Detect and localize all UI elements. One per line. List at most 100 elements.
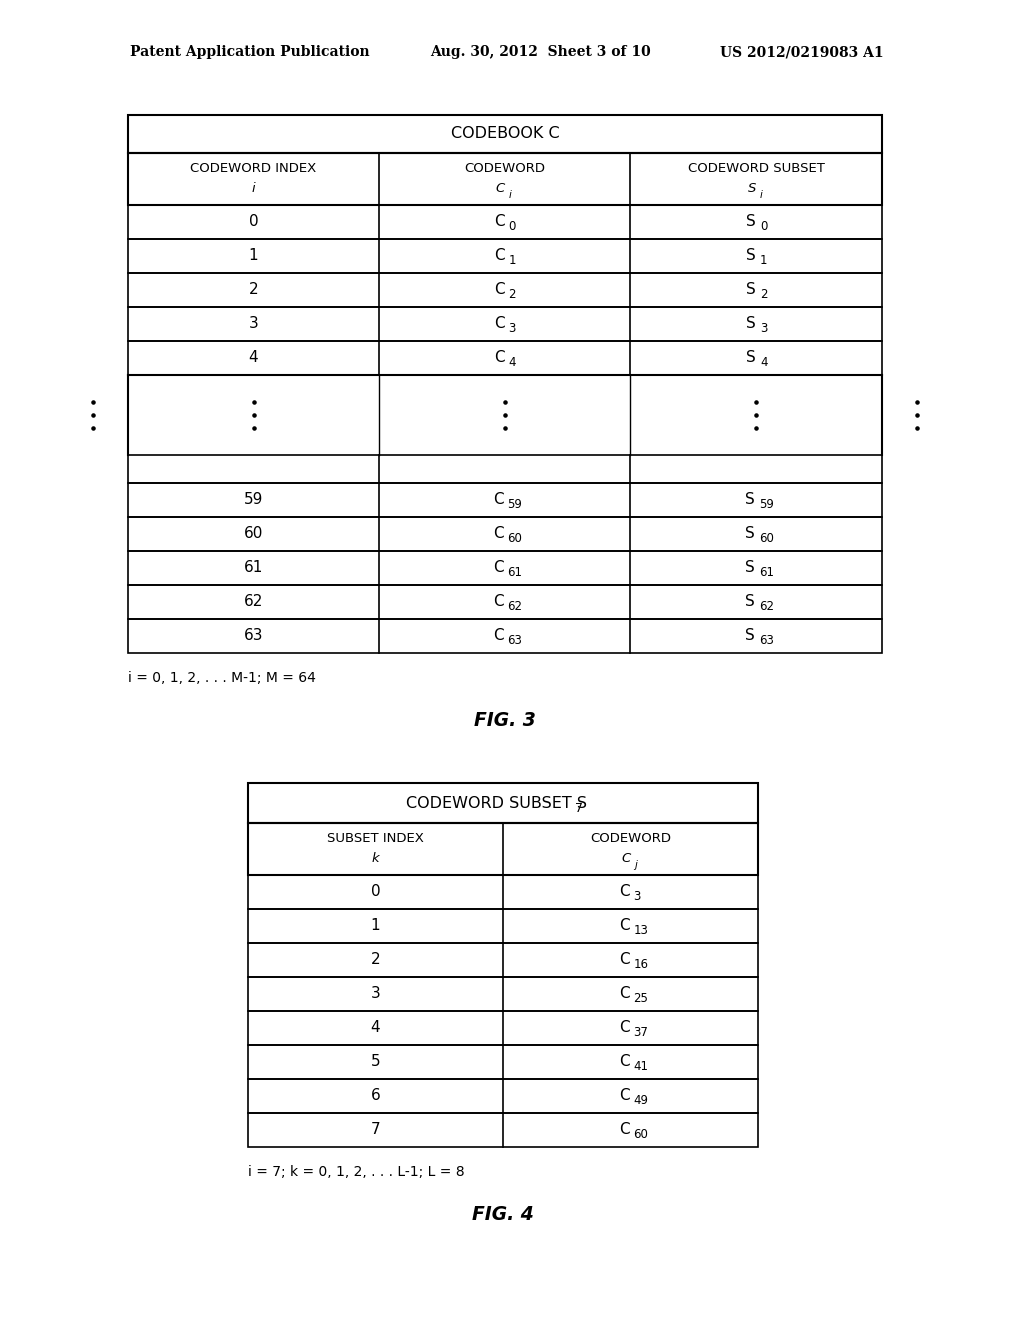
Text: C: C: [620, 1055, 630, 1069]
Bar: [128, 341, 882, 375]
Text: S: S: [748, 182, 756, 195]
Text: 7: 7: [371, 1122, 380, 1138]
Text: FIG. 4: FIG. 4: [472, 1205, 534, 1224]
Text: S: S: [746, 248, 756, 264]
Text: 63: 63: [759, 635, 774, 648]
Text: 59: 59: [759, 499, 774, 511]
Text: 3: 3: [760, 322, 767, 335]
Text: 62: 62: [759, 601, 774, 614]
Text: 4: 4: [371, 1020, 380, 1035]
Text: 1: 1: [371, 919, 380, 933]
Text: i = 7; k = 0, 1, 2, . . . L-1; L = 8: i = 7; k = 0, 1, 2, . . . L-1; L = 8: [248, 1166, 465, 1179]
Text: 6: 6: [371, 1089, 380, 1104]
Bar: [128, 619, 882, 653]
Text: C: C: [495, 214, 505, 230]
Text: CODEWORD INDEX: CODEWORD INDEX: [190, 162, 316, 176]
Text: 0: 0: [371, 884, 380, 899]
Text: C: C: [494, 594, 504, 610]
Text: 3: 3: [509, 322, 516, 335]
Bar: [248, 1113, 758, 1147]
Text: C: C: [496, 182, 505, 195]
Text: S: S: [745, 594, 755, 610]
Text: 60: 60: [634, 1129, 648, 1142]
Text: CODEWORD: CODEWORD: [590, 833, 671, 846]
Text: SUBSET INDEX: SUBSET INDEX: [327, 833, 424, 846]
Bar: [128, 517, 882, 550]
Bar: [128, 585, 882, 619]
Bar: [248, 977, 758, 1011]
Text: CODEWORD: CODEWORD: [464, 162, 545, 176]
Text: 0: 0: [760, 220, 767, 234]
Text: S: S: [746, 317, 756, 331]
Text: 63: 63: [508, 635, 522, 648]
Text: 62: 62: [508, 601, 522, 614]
Bar: [248, 822, 758, 875]
Bar: [248, 1078, 758, 1113]
Text: 3: 3: [371, 986, 380, 1002]
Bar: [128, 308, 882, 341]
Text: S: S: [745, 628, 755, 644]
Text: 41: 41: [634, 1060, 648, 1073]
Text: 61: 61: [759, 566, 774, 579]
Text: 37: 37: [634, 1027, 648, 1040]
Text: 63: 63: [244, 628, 263, 644]
Text: S: S: [745, 527, 755, 541]
Text: i: i: [252, 182, 255, 195]
Text: Aug. 30, 2012  Sheet 3 of 10: Aug. 30, 2012 Sheet 3 of 10: [430, 45, 650, 59]
Text: 60: 60: [759, 532, 774, 545]
Text: C: C: [622, 853, 631, 866]
Text: C: C: [495, 282, 505, 297]
Text: C: C: [620, 1089, 630, 1104]
Text: 7: 7: [575, 801, 583, 814]
Bar: [128, 455, 882, 483]
Text: k: k: [372, 853, 379, 866]
Bar: [128, 153, 882, 205]
Text: S: S: [746, 282, 756, 297]
Text: 25: 25: [634, 993, 648, 1006]
Bar: [128, 273, 882, 308]
Text: 2: 2: [760, 289, 768, 301]
Text: 59: 59: [508, 499, 522, 511]
Text: 1: 1: [760, 255, 768, 268]
Text: 60: 60: [244, 527, 263, 541]
Bar: [248, 875, 758, 909]
Text: i = 0, 1, 2, . . . M-1; M = 64: i = 0, 1, 2, . . . M-1; M = 64: [128, 671, 315, 685]
Text: C: C: [620, 1122, 630, 1138]
Bar: [128, 550, 882, 585]
Text: 2: 2: [249, 282, 258, 297]
Bar: [128, 483, 882, 517]
Text: 61: 61: [508, 566, 522, 579]
Bar: [128, 115, 882, 153]
Text: S: S: [745, 561, 755, 576]
Text: US 2012/0219083 A1: US 2012/0219083 A1: [720, 45, 884, 59]
Text: 59: 59: [244, 492, 263, 507]
Text: 2: 2: [509, 289, 516, 301]
Text: C: C: [494, 527, 504, 541]
Text: 4: 4: [760, 356, 768, 370]
Text: Patent Application Publication: Patent Application Publication: [130, 45, 370, 59]
Text: 61: 61: [244, 561, 263, 576]
Bar: [248, 783, 758, 822]
Text: C: C: [620, 953, 630, 968]
Text: 60: 60: [508, 532, 522, 545]
Text: 16: 16: [634, 958, 648, 972]
Text: C: C: [494, 628, 504, 644]
Bar: [128, 205, 882, 239]
Text: 49: 49: [634, 1094, 648, 1107]
Text: 4: 4: [509, 356, 516, 370]
Text: 1: 1: [509, 255, 516, 268]
Text: 2: 2: [371, 953, 380, 968]
Text: i: i: [509, 190, 511, 201]
Text: 1: 1: [249, 248, 258, 264]
Text: C: C: [620, 884, 630, 899]
Text: j: j: [635, 861, 637, 870]
Text: 3: 3: [249, 317, 258, 331]
Text: S: S: [746, 214, 756, 230]
Bar: [248, 942, 758, 977]
Text: C: C: [620, 919, 630, 933]
Text: S: S: [745, 492, 755, 507]
Text: 3: 3: [634, 891, 641, 903]
Text: FIG. 3: FIG. 3: [474, 711, 536, 730]
Text: 0: 0: [509, 220, 516, 234]
Text: CODEBOOK C: CODEBOOK C: [451, 127, 559, 141]
